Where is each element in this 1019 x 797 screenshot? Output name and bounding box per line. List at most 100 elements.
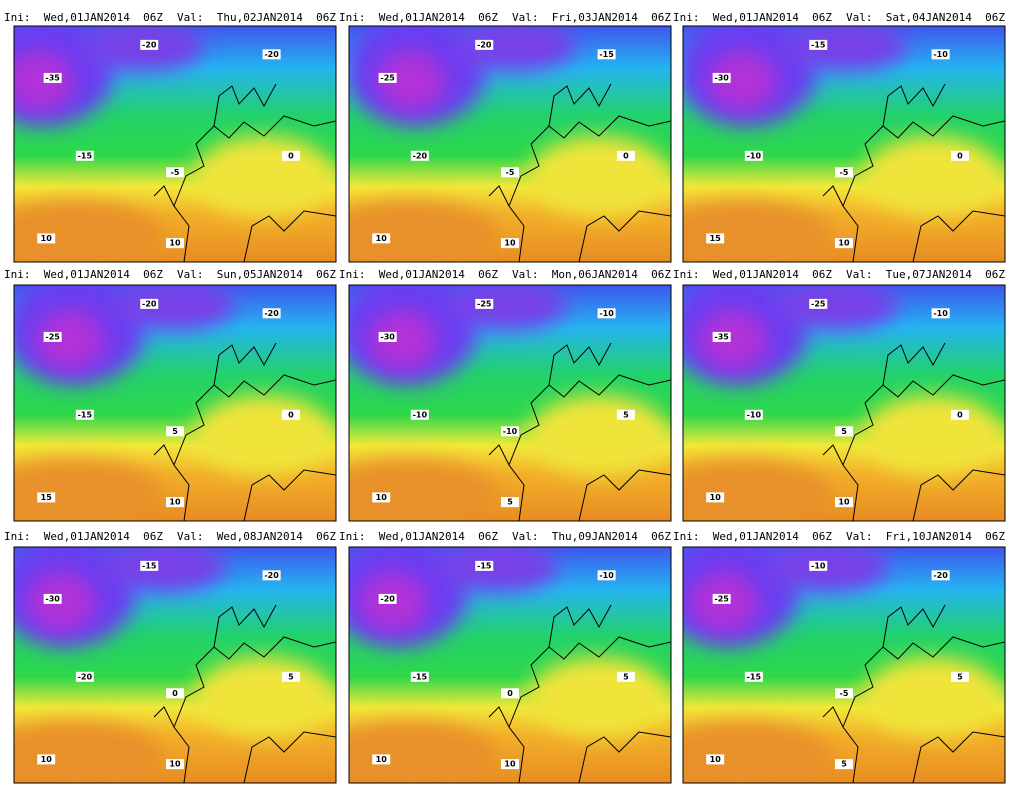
map-border — [682, 25, 1006, 263]
contour-label: 0 — [288, 410, 294, 419]
contour-label: -5 — [171, 168, 180, 177]
map-panel: -30 -25 -10 -10 -10 5 10 5 — [348, 284, 672, 522]
warm-area — [194, 657, 334, 737]
contour-label: 5 — [841, 760, 847, 769]
contour-label: -25 — [380, 73, 395, 82]
label-box — [43, 593, 62, 604]
cold-core-inner — [35, 310, 105, 370]
cold-lobe — [438, 547, 558, 592]
warm-area-west — [349, 460, 499, 521]
contour-label: 10 — [41, 755, 53, 764]
label-box — [706, 492, 725, 503]
label-box — [706, 233, 725, 244]
warm-area — [529, 657, 669, 737]
warm-area-west — [14, 722, 164, 783]
coastline — [488, 342, 671, 521]
contour-label: 5 — [841, 427, 847, 436]
label-box — [597, 308, 616, 319]
contour-label: -15 — [811, 40, 826, 49]
label-box — [950, 671, 969, 682]
contour-label: 5 — [957, 672, 963, 681]
label-box — [501, 688, 519, 699]
coastline — [822, 342, 1005, 521]
cold-lobe — [778, 285, 898, 330]
contour-label: -15 — [142, 561, 157, 570]
init-time: Ini: Wed,01JAN2014 06Z — [673, 268, 832, 281]
contour-label: -20 — [264, 309, 279, 318]
warm-area-west — [683, 460, 833, 521]
label-box — [931, 570, 950, 581]
map-field — [349, 547, 671, 783]
warm-area-west — [14, 201, 164, 262]
label-box — [166, 688, 184, 699]
label-box — [744, 150, 763, 161]
contour-label: -10 — [503, 427, 518, 436]
label-box — [712, 593, 731, 604]
coastline — [488, 83, 671, 262]
label-box — [372, 754, 391, 765]
label-box — [835, 426, 853, 437]
label-box — [475, 560, 494, 571]
contour-label: -10 — [933, 309, 948, 318]
init-time: Ini: Wed,01JAN2014 06Z — [4, 530, 163, 543]
map-border — [13, 284, 337, 522]
warm-area — [194, 136, 334, 216]
cold-core-inner — [698, 310, 768, 370]
label-box — [475, 39, 494, 50]
cold-lobe — [787, 26, 907, 71]
warm-area-west — [349, 722, 499, 783]
label-box — [378, 72, 397, 83]
contour-label: -10 — [599, 309, 614, 318]
map-border — [348, 284, 672, 522]
init-time: Ini: Wed,01JAN2014 06Z — [339, 530, 498, 543]
valid-time: Val: Sat,04JAN2014 06Z — [846, 11, 1005, 24]
contour-label: 0 — [172, 689, 178, 698]
map-panel: -35 -25 -10 -10 5 0 10 10 — [682, 284, 1006, 522]
label-box — [75, 409, 94, 420]
contour-label: 5 — [623, 672, 629, 681]
map-field — [683, 547, 1005, 783]
label-box — [410, 409, 429, 420]
label-box — [744, 409, 763, 420]
contour-label: 10 — [710, 493, 722, 502]
contour-label: 0 — [288, 151, 294, 160]
warm-area-west — [683, 201, 833, 262]
map-field — [349, 26, 671, 262]
contour-label: -10 — [413, 410, 428, 419]
label-box — [281, 150, 300, 161]
cold-lobe — [456, 26, 576, 71]
label-box — [597, 570, 616, 581]
label-box — [616, 409, 635, 420]
warm-area — [863, 657, 1003, 737]
valid-time: Val: Fri,03JAN2014 06Z — [512, 11, 671, 24]
map-panel: -35 -20 -20 -15 -5 0 10 10 — [13, 25, 337, 263]
label-box — [950, 409, 969, 420]
map-field — [683, 26, 1005, 262]
warm-area — [194, 395, 334, 475]
map-border — [348, 25, 672, 263]
map-border — [348, 546, 672, 784]
map-panel: -25 -20 -20 -15 5 0 15 10 — [13, 284, 337, 522]
warm-area-west — [683, 722, 833, 783]
label-box — [75, 150, 94, 161]
label-box — [166, 759, 184, 770]
coastline — [488, 604, 671, 783]
contour-label: 10 — [169, 498, 181, 507]
valid-time: Val: Sun,05JAN2014 06Z — [177, 268, 336, 281]
label-box — [809, 39, 828, 50]
valid-time: Val: Tue,07JAN2014 06Z — [846, 268, 1005, 281]
label-box — [501, 238, 519, 249]
contour-label: -15 — [78, 151, 93, 160]
label-box — [706, 754, 725, 765]
cold-lobe — [115, 285, 235, 330]
map-field — [14, 26, 336, 262]
map-field — [349, 285, 671, 521]
warm-area — [529, 395, 669, 475]
label-box — [372, 492, 391, 503]
label-box — [75, 671, 94, 682]
warm-area — [529, 136, 669, 216]
label-box — [262, 49, 281, 60]
init-time: Ini: Wed,01JAN2014 06Z — [339, 11, 498, 24]
contour-label: -30 — [45, 594, 60, 603]
label-box — [37, 233, 56, 244]
